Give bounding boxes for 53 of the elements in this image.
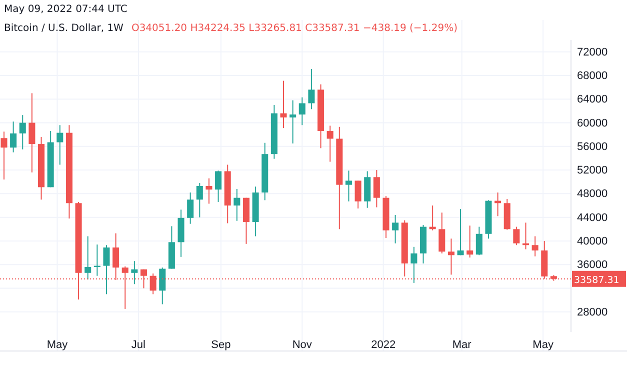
- y-tick-label: 44000: [577, 212, 608, 224]
- candlestick: [290, 100, 296, 144]
- candlestick: [10, 121, 17, 153]
- y-tick-label: 56000: [577, 140, 608, 153]
- y-tick-label: 60000: [577, 117, 608, 130]
- y-tick-label: 40000: [577, 235, 608, 248]
- candlestick: [187, 192, 194, 224]
- text: May 09, 2022 07:44 UTC: [4, 4, 128, 15]
- candlestick: [103, 244, 110, 295]
- ref-line-label: 33587.31: [574, 274, 620, 286]
- candlestick: [0, 131, 8, 180]
- x-tick-label: Jul: [131, 338, 146, 351]
- candlestick: [373, 170, 380, 208]
- y-tick-label: 36000: [577, 259, 608, 272]
- chart-subtitle: O34051.20 H34224.35 L33265.81 C33587.31 −438.19 (−1.29%): [131, 23, 458, 34]
- candlestick: [457, 208, 464, 256]
- x-tick-label: May: [532, 338, 554, 351]
- candlestick: [513, 226, 520, 246]
- candlestick: [280, 80, 287, 129]
- candlestick: [206, 178, 212, 204]
- candlestick: [438, 212, 446, 254]
- candlestick: [196, 182, 203, 218]
- candlestick: [326, 125, 334, 162]
- candlestick: [410, 246, 418, 284]
- candlestick: [56, 124, 64, 166]
- x-tick-label: May: [46, 338, 68, 351]
- candlestick: [131, 260, 138, 285]
- candlestick: [19, 114, 26, 150]
- candlestick: [28, 92, 36, 173]
- candlestick: [466, 225, 474, 258]
- x-tick-label: 2022: [371, 338, 396, 351]
- x-tick-label: Nov: [292, 338, 312, 351]
- candlestick: [159, 267, 166, 305]
- x-tick-label: Sep: [211, 338, 231, 351]
- y-tick-label: 64000: [577, 94, 608, 106]
- y-tick-label: 28000: [577, 306, 608, 318]
- candlestick: [215, 170, 222, 202]
- candlestick: [532, 236, 538, 257]
- candlestick: [308, 68, 315, 110]
- x-tick-label: Mar: [452, 338, 472, 351]
- candlestick: [354, 180, 362, 209]
- candlestick: [392, 214, 399, 244]
- candlestick: [234, 188, 240, 222]
- y-tick-label: 48000: [577, 188, 608, 200]
- candlestick: [345, 170, 352, 202]
- candlestick: [298, 96, 306, 126]
- y-tick-label: 68000: [577, 70, 608, 82]
- candlestick: [476, 226, 482, 256]
- y-tick-label: 52000: [577, 164, 608, 177]
- chart-title: Bitcoin / U.S. Dollar, 1W: [4, 23, 124, 34]
- y-tick-label: 72000: [577, 46, 608, 58]
- candlestick: [84, 236, 92, 280]
- candlestick: [448, 238, 454, 276]
